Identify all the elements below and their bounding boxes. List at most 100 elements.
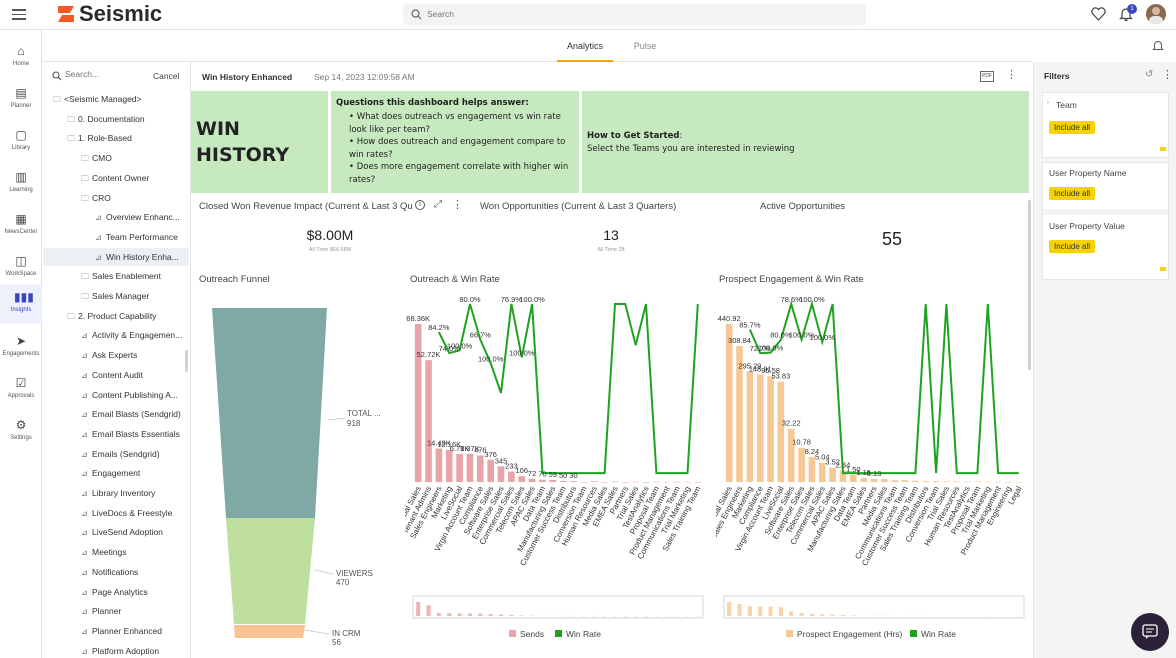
tree-report[interactable]: ⊿ Overview Enhanc... [43,208,189,226]
nav-home[interactable]: ⌂ Home [12,44,29,67]
tree-report[interactable]: ⊿ Page Analytics [43,583,189,601]
chart-bar[interactable] [787,428,795,482]
chart-bar[interactable] [953,481,961,482]
chart-bar[interactable] [539,479,546,482]
chart-bar[interactable] [901,480,909,482]
chart-bar[interactable] [756,374,764,482]
chart-bar[interactable] [798,447,805,482]
chart-bar[interactable] [435,448,443,482]
chart-bar[interactable] [549,479,557,482]
chart-bar[interactable] [622,482,629,483]
chart-bar[interactable] [601,482,608,483]
chart-bar[interactable] [881,479,888,482]
tree-report[interactable]: ⊿ Platform Adoption [43,642,189,658]
more-options-icon[interactable]: ⋮ [452,199,463,211]
tree-folder[interactable]: 🗀 <Seismic Managed> [43,90,189,108]
tree-report[interactable]: ⊿ Team Performance [43,228,189,246]
chart-bar[interactable] [508,471,515,482]
chart-bar[interactable] [456,453,463,482]
chart-bar[interactable] [994,481,1002,483]
chart-bar[interactable] [518,476,526,482]
chart-bar[interactable] [684,481,691,483]
chart-bar[interactable] [818,462,826,482]
tree-report[interactable]: ⊿ Content Audit [43,366,189,384]
tree-report[interactable]: ⊿ Notifications [43,563,189,581]
nav-insights[interactable]: ▮▮▮ Insights [0,284,42,324]
nav-library[interactable]: ▢ Library [11,128,31,151]
user-avatar[interactable] [1146,4,1166,24]
tree-report[interactable]: ⊿ Planner [43,602,189,620]
expand-icon[interactable]: ⤢ [434,199,442,210]
tree-report[interactable]: ⊿ LiveSend Adoption [43,523,189,541]
tree-search-cancel-button[interactable]: Cancel [153,71,180,81]
dashboard-scrollbar[interactable] [1028,200,1031,370]
chart-bar[interactable] [673,481,681,483]
tree-folder[interactable]: 🗀 Sales Enablement [43,267,189,285]
tree-scrollbar[interactable] [185,350,188,372]
chart-bar[interactable] [736,345,743,482]
tab-pulse[interactable]: Pulse [633,41,657,51]
reset-filters-icon[interactable]: ↺ [1145,69,1154,80]
chart-bar[interactable] [839,470,847,482]
nav-workspace[interactable]: ◫ WorkSpace [5,254,37,277]
chart-bar[interactable] [829,467,836,482]
tree-search-input[interactable] [65,69,145,79]
chart-bar[interactable] [487,459,494,482]
tree-report[interactable]: ⊿ Activity & Engagemen... [43,326,189,344]
chart-bar[interactable] [425,360,432,482]
chart-bar[interactable] [777,381,785,482]
chart-bar[interactable] [922,481,930,482]
chart-bar[interactable] [974,481,981,483]
tree-folder[interactable]: 🗀 1. Role-Based [43,129,189,147]
chart-bar[interactable] [943,481,950,482]
tree-folder[interactable]: 🗀 CMO [43,149,189,167]
chart-bar[interactable] [559,480,567,482]
chevron-right-icon[interactable]: › [1047,100,1049,106]
nav-newscenter[interactable]: ▦ NewsCenter [4,212,38,235]
chart-bar[interactable] [663,481,671,483]
funnel-stage-viewers[interactable] [226,518,315,624]
tree-folder[interactable]: 🗀 0. Documentation [43,110,189,128]
chart-bar[interactable] [912,480,919,482]
tree-report[interactable]: ⊿ Win History Enha... [43,247,189,266]
chart-bar[interactable] [477,455,484,482]
chart-bar[interactable] [808,456,816,482]
tree-report[interactable]: ⊿ Meetings [43,543,189,561]
tree-folder[interactable]: 🗀 Content Owner [43,169,189,187]
more-options-icon[interactable]: ⋮ [1006,69,1017,81]
chart-bar[interactable] [445,449,453,482]
info-icon[interactable]: i [415,200,425,210]
pdf-export-icon[interactable]: PDF [980,71,994,82]
nav-planner[interactable]: ▤ Planner [10,86,32,109]
chart-bar[interactable] [611,481,619,482]
chart-bar[interactable] [725,324,733,482]
chart-bar[interactable] [570,481,577,482]
tree-folder[interactable]: 🗀 Sales Manager [43,287,189,305]
tree-report[interactable]: ⊿ Content Publishing A... [43,386,189,404]
global-search-input[interactable]: Search [403,4,866,25]
tree-report[interactable]: ⊿ LiveDocs & Freestyle [43,504,189,522]
tree-report[interactable]: ⊿ Library Inventory [43,484,189,502]
chart-bar[interactable] [632,481,639,483]
chart-bar[interactable] [860,478,867,482]
hamburger-menu-icon[interactable] [12,9,26,21]
chat-button[interactable] [1131,613,1169,651]
chart-bar[interactable] [466,453,474,482]
chart-bar[interactable] [870,479,878,482]
chart-bar[interactable] [590,481,598,482]
filter-property-value-include-all-button[interactable]: Include all [1049,240,1096,253]
chart-bar[interactable] [528,478,536,482]
tree-report[interactable]: ⊿ Ask Experts [43,346,189,364]
tree-folder[interactable]: 🗀 2. Product Capability [43,307,189,325]
tree-folder[interactable]: 🗀 CRO [43,189,189,207]
chart-bar[interactable] [1005,481,1012,483]
tab-analytics[interactable]: Analytics [557,30,613,62]
nav-engagements[interactable]: ➤ Engagements [2,334,40,357]
filter-team-include-all-button[interactable]: Include all [1049,121,1096,134]
heart-icon[interactable] [1091,7,1106,21]
chart-bar[interactable] [497,466,505,482]
chart-bar[interactable] [642,482,650,483]
filter-property-name-include-all-button[interactable]: Include all [1049,187,1096,200]
chart-bar[interactable] [963,481,971,483]
chart-bar[interactable] [414,324,422,482]
